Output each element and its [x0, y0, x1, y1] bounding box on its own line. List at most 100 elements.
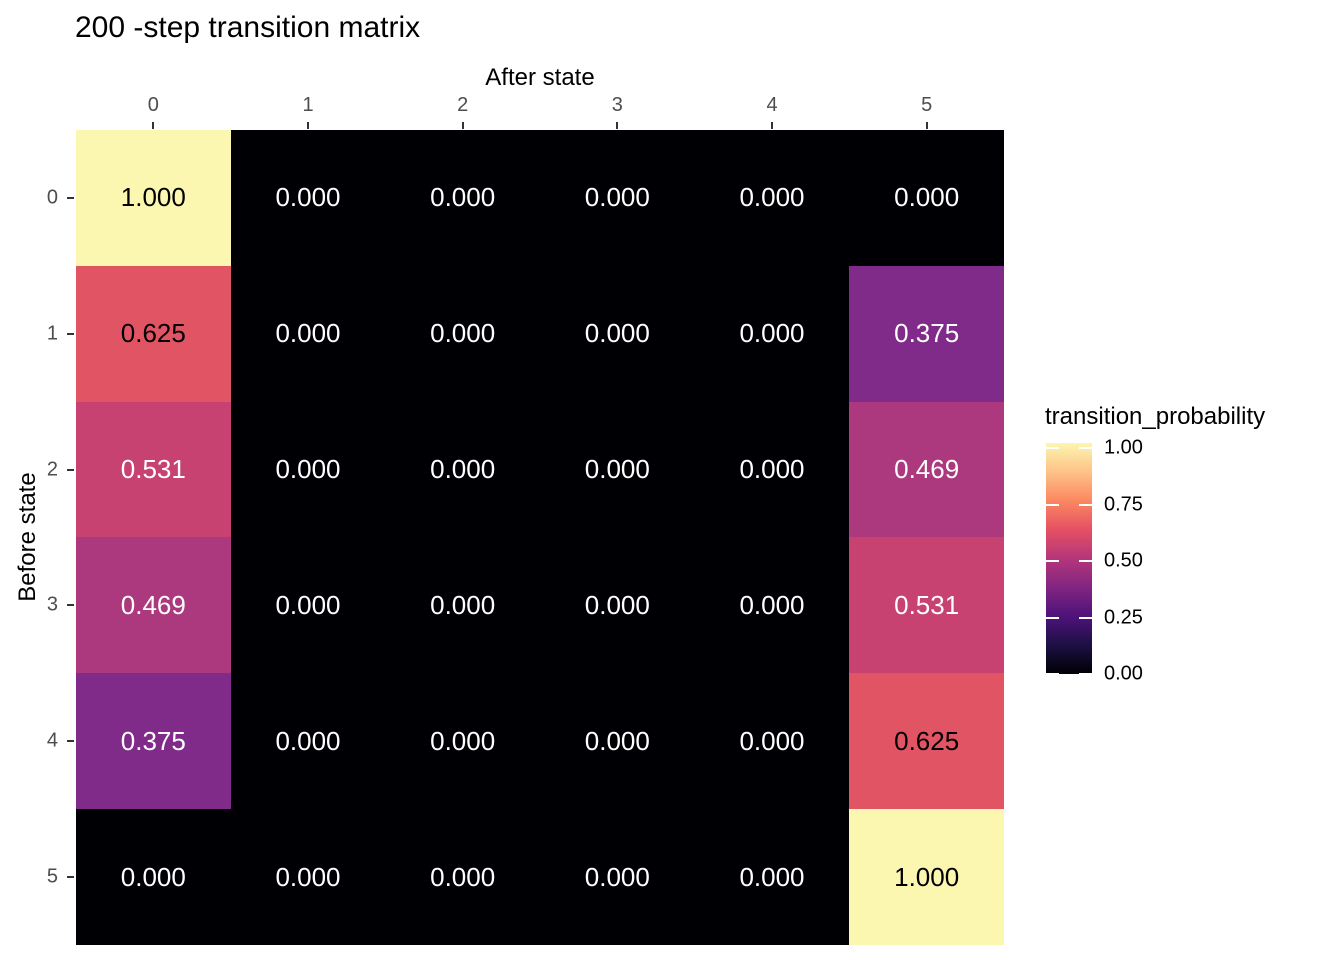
legend-tick-label-1.00: 1.00	[1104, 436, 1143, 459]
x-tick-mark-0	[152, 122, 155, 129]
colorbar-tick	[1079, 673, 1092, 674]
cell-value-label: 0.625	[120, 318, 186, 349]
y-tick-mark-4	[67, 740, 74, 743]
heatmap-cell-r3c2: 0.000	[385, 537, 540, 674]
heatmap-cell-r5c0: 0.000	[76, 809, 231, 945]
legend-tick-label-0.75: 0.75	[1104, 493, 1143, 515]
cell-value-label: 0.000	[584, 318, 650, 349]
heatmap-cell-r4c1: 0.000	[230, 673, 386, 810]
heatmap-cell-r1c2: 0.000	[385, 265, 540, 402]
cell-value-label: 0.000	[120, 861, 186, 892]
cell-value-label: 0.469	[894, 454, 960, 485]
cell-value-label: 0.000	[584, 861, 650, 892]
cell-value-label: 0.000	[739, 861, 805, 892]
heatmap-cell-r0c4: 0.000	[694, 130, 850, 266]
y-tick-label-0: 0	[46, 186, 58, 209]
heatmap-cell-r1c3: 0.000	[540, 265, 695, 402]
heatmap-cell-r0c3: 0.000	[540, 130, 695, 266]
heatmap-cell-r5c1: 0.000	[230, 809, 386, 945]
x-tick-label-3: 3	[611, 94, 623, 116]
x-axis-title: After state	[485, 64, 595, 91]
cell-value-label: 0.000	[584, 725, 650, 756]
heatmap-cell-r2c2: 0.000	[385, 401, 540, 538]
colorbar-tick	[1079, 447, 1092, 449]
cell-value-label: 0.000	[275, 589, 341, 620]
heatmap-cell-r3c0: 0.469	[76, 537, 231, 674]
y-tick-label-2: 2	[46, 458, 58, 481]
x-tick-label-5: 5	[921, 94, 933, 116]
heatmap-cell-r0c1: 0.000	[230, 130, 386, 266]
y-tick-mark-0	[67, 196, 74, 199]
x-tick-mark-5	[925, 122, 928, 129]
heatmap-cell-r1c1: 0.000	[230, 265, 386, 402]
colorbar-tick	[1079, 503, 1092, 506]
cell-value-label: 0.000	[275, 454, 341, 485]
colorbar-tick	[1046, 616, 1059, 619]
heatmap-cell-r4c2: 0.000	[385, 673, 540, 810]
heatmap-cell-r5c5: 1.000	[849, 809, 1004, 945]
x-tick-mark-4	[771, 122, 773, 129]
y-tick-label-5: 5	[46, 865, 58, 888]
heatmap-cell-r0c0: 1.000	[76, 130, 231, 266]
x-tick-mark-2	[461, 122, 464, 129]
y-axis-tick-labels: 0 1 2 3 4 5	[0, 130, 76, 945]
cell-value-label: 0.375	[894, 318, 960, 349]
x-tick-label-0: 0	[147, 94, 159, 116]
y-tick-label-4: 4	[46, 729, 58, 752]
cell-value-label: 0.000	[430, 725, 496, 756]
cell-value-label: 0.000	[275, 725, 341, 756]
y-tick-mark-2	[67, 468, 74, 471]
cell-value-label: 0.000	[739, 182, 805, 213]
cell-value-label: 0.000	[430, 589, 496, 620]
cell-value-label: 0.000	[275, 861, 341, 892]
x-tick-mark-1	[307, 122, 309, 129]
cell-value-label: 0.000	[430, 861, 496, 892]
cell-value-label: 0.000	[430, 182, 496, 213]
legend-colorbar	[1046, 443, 1092, 674]
colorbar-tick	[1079, 616, 1092, 619]
heatmap-cell-r3c4: 0.000	[694, 537, 850, 674]
cell-value-label: 0.000	[584, 454, 650, 485]
cell-value-label: 0.000	[584, 182, 650, 213]
heatmap-cell-r2c0: 0.531	[76, 401, 231, 538]
y-tick-mark-1	[67, 332, 74, 335]
cell-value-label: 0.000	[739, 725, 805, 756]
heatmap-cell-r5c2: 0.000	[385, 809, 540, 945]
heatmap-cell-r2c3: 0.000	[540, 401, 695, 538]
cell-value-label: 0.000	[275, 318, 341, 349]
y-tick-label-3: 3	[46, 593, 58, 616]
heatmap-cell-r3c1: 0.000	[230, 537, 386, 674]
x-tick-label-2: 2	[457, 94, 469, 116]
cell-value-label: 0.000	[430, 454, 496, 485]
legend-title: transition_probability	[1045, 403, 1266, 430]
legend-tick-labels: 1.00 0.75 0.50 0.25 0.00	[1104, 437, 1194, 685]
heatmap-cell-r1c4: 0.000	[694, 265, 850, 402]
heatmap-grid: 1.000 0.000 0.000 0.000 0.000 0.000 0.625 0.000…	[76, 130, 1004, 945]
x-axis-tick-labels: 0 1 2 3 4 5	[76, 94, 1004, 120]
cell-value-label: 1.000	[120, 182, 186, 213]
cell-value-label: 0.000	[584, 589, 650, 620]
heatmap-cell-r0c2: 0.000	[385, 130, 540, 266]
cell-value-label: 0.625	[894, 725, 960, 756]
cell-value-label: 0.531	[120, 454, 186, 485]
cell-value-label: 0.531	[894, 589, 960, 620]
heatmap-cell-r4c5: 0.625	[849, 673, 1004, 810]
chart-title: 200 -step transition matrix	[75, 11, 421, 44]
cell-value-label: 0.000	[739, 318, 805, 349]
heatmap-cell-r3c3: 0.000	[540, 537, 695, 674]
x-tick-label-1: 1	[302, 94, 314, 116]
colorbar-tick	[1046, 447, 1059, 449]
heatmap-cell-r0c5: 0.000	[849, 130, 1004, 266]
heatmap-cell-r2c4: 0.000	[694, 401, 850, 538]
cell-value-label: 0.000	[275, 182, 341, 213]
heatmap-cell-r2c5: 0.469	[849, 401, 1004, 538]
heatmap-cell-r3c5: 0.531	[849, 537, 1004, 674]
heatmap-cell-r1c0: 0.625	[76, 265, 231, 402]
heatmap-cell-r4c3: 0.000	[540, 673, 695, 810]
cell-value-label: 0.469	[120, 589, 186, 620]
legend-tick-label-0.50: 0.50	[1104, 549, 1143, 572]
cell-value-label: 0.000	[430, 318, 496, 349]
heatmap-cell-r2c1: 0.000	[230, 401, 386, 538]
cell-value-label: 1.000	[894, 861, 960, 892]
